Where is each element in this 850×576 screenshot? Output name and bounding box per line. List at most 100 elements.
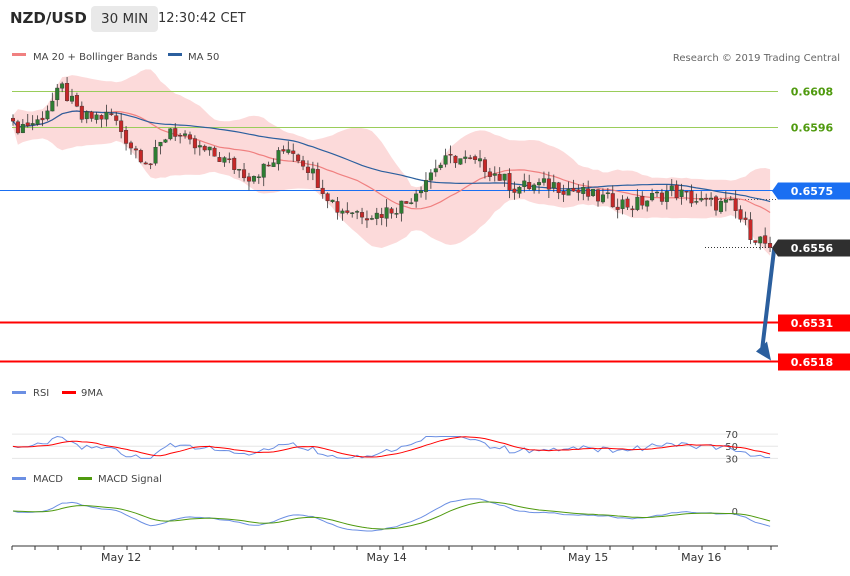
candle [168, 128, 173, 141]
bollinger-band-area [13, 69, 771, 256]
rsi-ma-legend-swatch [62, 391, 76, 394]
candle-body [458, 158, 463, 165]
rsi-line [12, 435, 771, 459]
candle [768, 236, 773, 252]
candle [625, 196, 630, 211]
time-axis-label: May 16 [681, 551, 721, 564]
candle [256, 174, 261, 184]
candle [55, 83, 60, 107]
candle-body [173, 128, 178, 137]
candle-body [89, 111, 94, 119]
ma20-legend-label: MA 20 + Bollinger Bands [33, 52, 157, 63]
candle [45, 105, 50, 121]
rsi-tick-label: 70 [725, 430, 738, 441]
candle-body [428, 172, 433, 181]
candle-body [718, 200, 723, 212]
candle [448, 145, 453, 164]
candle-body [40, 117, 45, 121]
candle [197, 140, 202, 156]
candle [310, 161, 315, 181]
candle [276, 147, 281, 171]
candle [404, 201, 409, 204]
ma20-legend-swatch [12, 53, 26, 56]
candle [315, 162, 320, 188]
candle-body [104, 111, 109, 120]
candle [114, 112, 119, 126]
candle-body [586, 188, 591, 197]
candle [148, 163, 153, 170]
candle [183, 130, 188, 139]
candle-body [566, 188, 571, 196]
ma50-legend-label: MA 50 [188, 52, 219, 63]
candle [600, 188, 605, 204]
candle [699, 191, 704, 203]
candle-body [389, 208, 394, 214]
candle-body [482, 159, 487, 173]
candle [487, 167, 492, 182]
candle-body [94, 114, 99, 120]
candle [25, 113, 30, 128]
candle [104, 104, 109, 127]
candle [345, 202, 350, 215]
candle [517, 185, 522, 198]
candle-body [305, 166, 310, 173]
macd-legend: MACD MACD Signal [12, 474, 162, 485]
candle [551, 174, 556, 193]
candle-body [753, 240, 758, 243]
forecast-arrowhead [756, 341, 771, 361]
currency-pair-title: NZD/USD [10, 9, 87, 27]
candle [355, 209, 360, 220]
chart-header: NZD/USD 30 MIN 12:30:42 CET [0, 0, 850, 38]
candle-body [581, 187, 586, 194]
candle-body [330, 199, 335, 203]
candle-body [625, 198, 630, 208]
candle-body [522, 180, 527, 187]
candle-body [20, 124, 25, 134]
candle [369, 215, 374, 221]
candle [379, 207, 384, 226]
candle-body [374, 212, 379, 219]
candle [507, 168, 512, 199]
candle-body [266, 164, 271, 167]
candle-body [168, 128, 173, 140]
rsi-legend: RSI 9MA [12, 388, 103, 399]
candle-body [74, 95, 79, 107]
candle [320, 179, 325, 199]
candle-body [689, 190, 694, 204]
candle-body [473, 156, 478, 160]
candle-body [301, 160, 306, 167]
candle-body [286, 149, 291, 153]
candle [709, 192, 714, 207]
timeframe-button[interactable]: 30 MIN [91, 6, 159, 32]
candle-body [468, 157, 473, 159]
candles-layer [10, 76, 773, 252]
candle-body [158, 141, 163, 147]
candle-body [10, 117, 15, 122]
candle-body [340, 210, 345, 214]
candle [645, 200, 650, 212]
candle [350, 212, 355, 218]
support-marker-4 [778, 314, 850, 332]
candle [384, 199, 389, 227]
candle-body [178, 134, 183, 137]
candle [684, 190, 689, 201]
candle [492, 166, 497, 182]
candle-body [276, 150, 281, 165]
candle [143, 161, 148, 165]
candle [522, 173, 527, 193]
candle-body [714, 196, 719, 211]
candle-body [709, 197, 714, 200]
candle-body [409, 202, 414, 204]
candle-body [79, 105, 84, 120]
candle [60, 81, 65, 93]
candle [212, 146, 217, 157]
candle [664, 184, 669, 210]
candle [291, 143, 296, 163]
candle-body [537, 182, 542, 186]
candle [178, 133, 183, 144]
candle-body [463, 156, 468, 159]
rsi-legend-swatch [12, 391, 26, 394]
candle [94, 112, 99, 124]
candle-body [163, 139, 168, 143]
candle-body [448, 154, 453, 156]
